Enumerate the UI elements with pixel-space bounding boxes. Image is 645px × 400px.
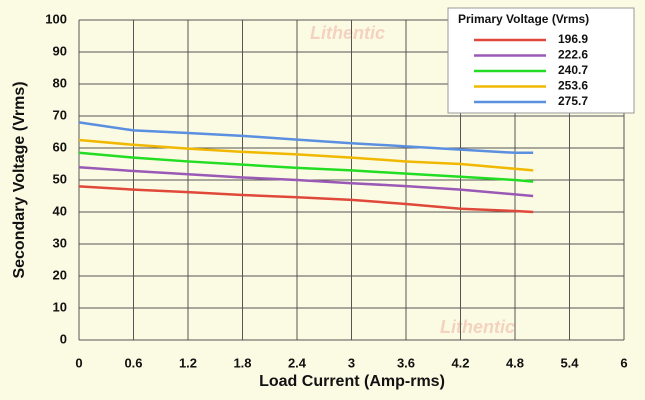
- x-tick-label: 3.6: [397, 355, 415, 370]
- y-tick-label: 10: [53, 299, 67, 314]
- legend-title: Primary Voltage (Vrms): [458, 12, 589, 26]
- y-tick-label: 30: [53, 235, 67, 250]
- y-tick-label: 60: [53, 139, 67, 154]
- y-tick-label: 70: [53, 107, 67, 122]
- series-line: [78, 151, 534, 183]
- legend-label: 275.7: [558, 94, 588, 108]
- x-axis-title: Load Current (Amp-rms): [259, 373, 445, 390]
- y-tick-label: 40: [53, 203, 67, 218]
- y-tick-label: 50: [53, 171, 67, 186]
- y-tick-label: 80: [53, 75, 67, 90]
- x-tick-label: 6: [620, 355, 627, 370]
- y-tick-label: 90: [53, 43, 67, 58]
- x-tick-label: 5.4: [560, 355, 579, 370]
- x-tick-label: 3: [348, 355, 355, 370]
- y-axis-title: Secondary Voltage (Vrms): [11, 81, 28, 278]
- watermark: Lithentic: [440, 317, 515, 337]
- x-tick-label: 0.6: [124, 355, 142, 370]
- series-line: [78, 138, 534, 172]
- legend-label: 196.9: [558, 32, 588, 46]
- legend-label: 240.7: [558, 63, 588, 77]
- y-tick-label: 100: [45, 11, 67, 26]
- series-line: [78, 165, 534, 198]
- y-tick-label: 0: [60, 331, 67, 346]
- watermark: Lithentic: [310, 23, 385, 43]
- series-line: [78, 121, 534, 155]
- x-tick-label: 1.2: [179, 355, 197, 370]
- legend-label: 222.6: [558, 48, 588, 62]
- series-line: [78, 185, 534, 214]
- y-tick-label: 20: [53, 267, 67, 282]
- x-tick-label: 2.4: [288, 355, 307, 370]
- x-tick-label: 4.2: [451, 355, 469, 370]
- x-tick-label: 0: [75, 355, 82, 370]
- x-tick-label: 4.8: [506, 355, 524, 370]
- legend-label: 253.6: [558, 79, 588, 93]
- legend-box: [447, 7, 635, 114]
- x-tick-label: 1.8: [233, 355, 251, 370]
